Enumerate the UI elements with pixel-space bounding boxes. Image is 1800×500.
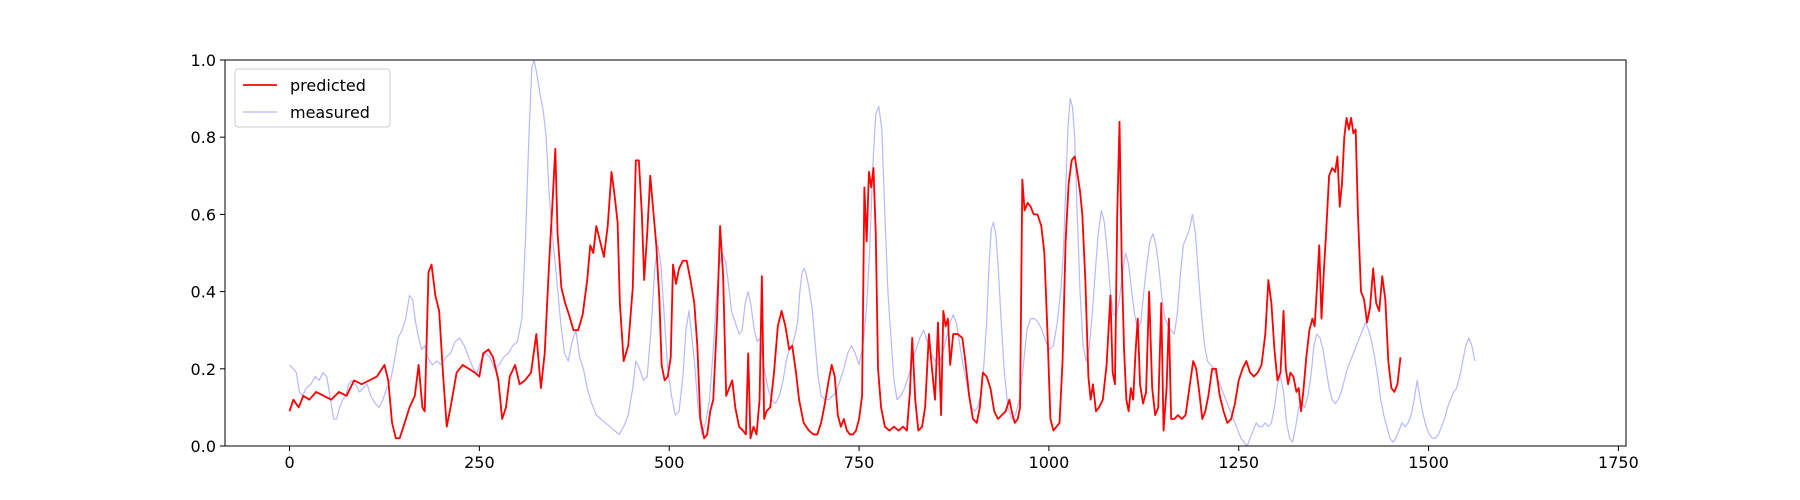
y-tick-label: 0.0 <box>191 437 216 456</box>
legend-entries: predicted measured <box>243 76 370 122</box>
y-tick-label: 1.0 <box>191 51 216 70</box>
y-tick-label: 0.2 <box>191 360 216 379</box>
y-tick-label: 0.8 <box>191 128 216 147</box>
y-tick-label: 0.4 <box>191 283 216 302</box>
series-layer <box>288 60 1476 446</box>
y-axis: 0.0 0.2 0.4 0.6 0.8 1.0 <box>191 51 225 456</box>
x-tick-label: 1750 <box>1598 453 1639 472</box>
x-tick-label: 250 <box>464 453 495 472</box>
plot-frame <box>224 59 1627 447</box>
series-line-predicted <box>288 117 1402 440</box>
x-tick-label: 500 <box>654 453 685 472</box>
x-tick-label: 750 <box>844 453 875 472</box>
x-tick-label: 0 <box>284 453 294 472</box>
x-tick-label: 1250 <box>1218 453 1259 472</box>
legend: predicted measured <box>234 68 391 128</box>
x-tick-label: 1500 <box>1408 453 1449 472</box>
x-tick-label: 1000 <box>1029 453 1070 472</box>
legend-label-predicted: predicted <box>290 76 366 95</box>
legend-box <box>234 68 391 128</box>
legend-label-measured: measured <box>290 103 370 122</box>
y-tick-label: 0.6 <box>191 205 216 224</box>
plot-area <box>224 59 1627 447</box>
x-axis: 0 250 500 750 1000 1250 1500 1750 <box>284 446 1639 472</box>
